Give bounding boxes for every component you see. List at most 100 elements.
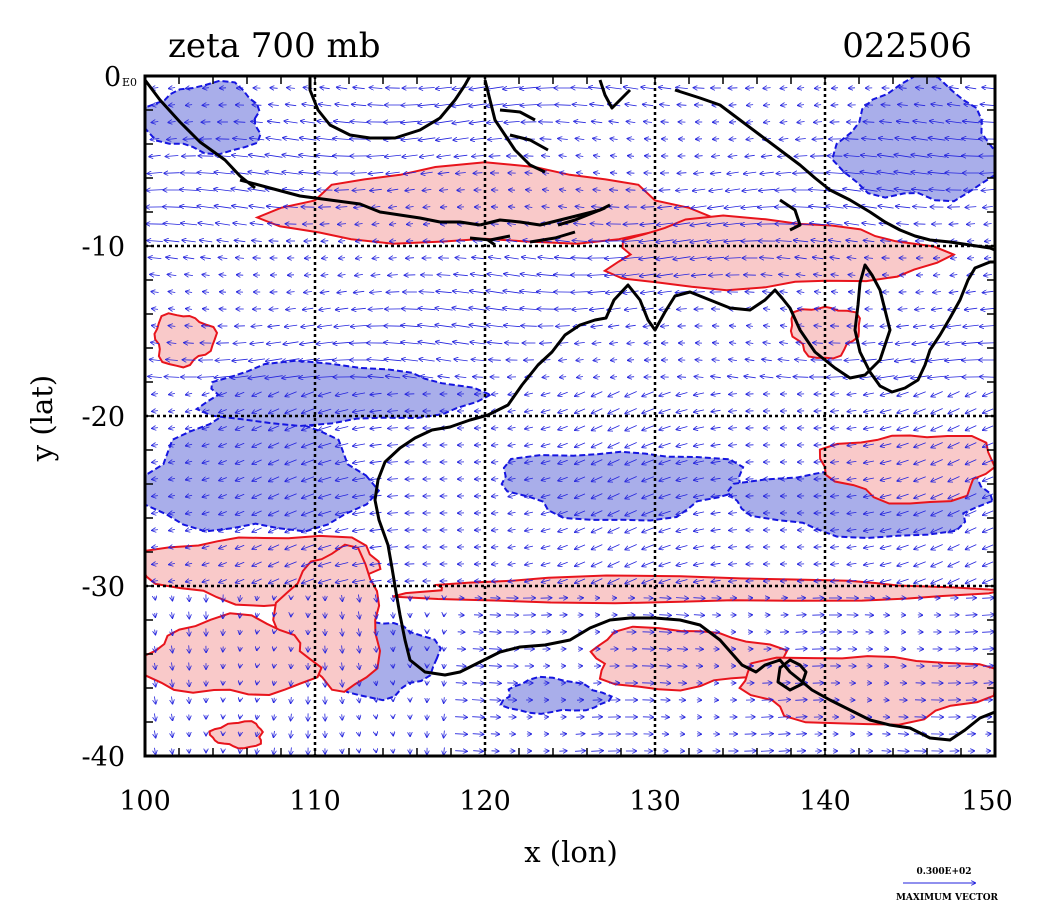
wind-vector-137 — [781, 122, 788, 123]
wind-vector-72 — [521, 105, 538, 106]
wind-vector-617 — [436, 291, 452, 292]
wind-vector-94 — [898, 105, 908, 106]
wind-vector-39 — [815, 88, 822, 89]
wind-vector-211 — [333, 156, 351, 157]
wind-vector-71 — [503, 104, 521, 106]
positive-vorticity-region-1 — [602, 214, 957, 292]
wind-vector-18 — [453, 87, 470, 89]
wind-vector-768 — [453, 342, 469, 344]
wind-vector-588 — [797, 274, 806, 275]
wind-vector-701 — [169, 326, 176, 327]
wind-vector-596 — [934, 275, 941, 276]
wind-vector-47 — [949, 87, 959, 88]
wind-vector-56 — [253, 105, 262, 106]
wind-vector-259 — [299, 172, 317, 174]
wind-vector-213 — [368, 156, 385, 157]
wind-vector-690 — [832, 309, 839, 310]
wind-vector-234 — [729, 155, 738, 156]
wind-vector-759 — [300, 342, 316, 344]
wind-vector-343 — [878, 189, 895, 192]
wind-vector-746 — [930, 325, 944, 327]
wind-vector-627 — [606, 291, 623, 293]
wind-vector-461 — [339, 241, 346, 242]
wind-vector-152 — [184, 139, 195, 140]
wind-vector-734 — [730, 326, 737, 327]
wind-vector-262 — [351, 173, 367, 174]
wind-vector-578 — [623, 274, 640, 276]
wind-vector-48 — [966, 87, 977, 89]
wind-vector-161 — [333, 138, 351, 139]
wind-vector-749 — [980, 325, 995, 326]
wind-vector-159 — [300, 138, 317, 140]
wind-vector-264 — [386, 172, 400, 174]
wind-vector-144 — [897, 121, 910, 123]
wind-vector-770 — [488, 342, 503, 343]
wind-vector-451 — [165, 240, 180, 242]
wind-vector-672 — [520, 308, 538, 309]
wind-vector-185 — [747, 139, 754, 140]
wind-vector-168 — [453, 138, 469, 140]
wind-vector-609 — [304, 292, 312, 293]
wind-vector-341 — [843, 189, 861, 191]
wind-vector-727 — [609, 325, 620, 327]
wind-vector-498 — [968, 241, 975, 242]
wind-vector-490 — [829, 240, 842, 242]
wind-vector-574 — [554, 275, 572, 276]
wind-vector-290 — [827, 173, 844, 174]
wind-vector-228 — [628, 156, 635, 157]
wind-vector-241 — [844, 155, 860, 156]
wind-vector-183 — [713, 139, 720, 140]
wind-vector-53 — [203, 105, 210, 106]
wind-vector-84 — [730, 105, 737, 106]
wind-vector-444 — [897, 224, 909, 225]
wind-vector-708 — [285, 325, 298, 327]
wind-vector-274 — [560, 173, 567, 174]
wind-vector-744 — [897, 325, 909, 326]
x-tick-110: 110 — [289, 786, 341, 817]
wind-vector-371 — [509, 207, 516, 208]
wind-vector-267 — [439, 172, 450, 173]
vector-scale-label: MAXIMUM VECTOR — [896, 893, 999, 903]
wind-vector-142 — [864, 122, 875, 123]
wind-vector-147 — [946, 121, 962, 123]
wind-vector-46 — [933, 87, 942, 88]
wind-vector-511 — [339, 258, 346, 259]
wind-vector-501 — [166, 257, 178, 259]
wind-vector-597 — [951, 275, 958, 276]
wind-vector-224 — [559, 156, 567, 157]
wind-vector-232 — [695, 156, 703, 157]
wind-vector-663 — [369, 309, 384, 310]
wind-vector-718 — [452, 325, 470, 328]
wind-vector-520 — [489, 257, 502, 259]
wind-vector-620 — [487, 291, 504, 294]
wind-vector-487 — [776, 241, 792, 242]
wind-vector-277 — [611, 173, 618, 174]
wind-vector-306 — [249, 189, 266, 192]
wind-vector-299 — [980, 173, 995, 174]
wind-vector-78 — [625, 104, 637, 106]
wind-vector-331 — [676, 189, 688, 190]
wind-vector-200 — [149, 155, 161, 156]
wind-vector-74 — [555, 105, 571, 106]
wind-vector-37 — [781, 88, 788, 89]
wind-vector-510 — [322, 258, 328, 259]
wind-vector-219 — [472, 156, 484, 157]
wind-vector-59 — [302, 104, 314, 106]
wind-vector-134 — [730, 122, 737, 123]
wind-vector-760 — [317, 342, 334, 344]
wind-vector-192 — [862, 138, 876, 139]
wind-vector-676 — [590, 308, 605, 310]
wind-vector-217 — [437, 155, 451, 157]
wind-vector-649 — [983, 291, 994, 292]
wind-vector-460 — [322, 241, 329, 242]
wind-vector-541 — [848, 257, 857, 258]
wind-vector-29 — [641, 87, 655, 89]
wind-vector-303 — [197, 189, 215, 191]
wind-vector-416 — [424, 224, 431, 225]
wind-vector-756 — [250, 342, 264, 344]
wind-vector-675 — [572, 308, 588, 309]
wind-vector-106 — [251, 121, 263, 122]
wind-vector-272 — [526, 173, 533, 174]
wind-vector-70 — [486, 104, 504, 106]
wind-vector-179 — [645, 139, 652, 140]
